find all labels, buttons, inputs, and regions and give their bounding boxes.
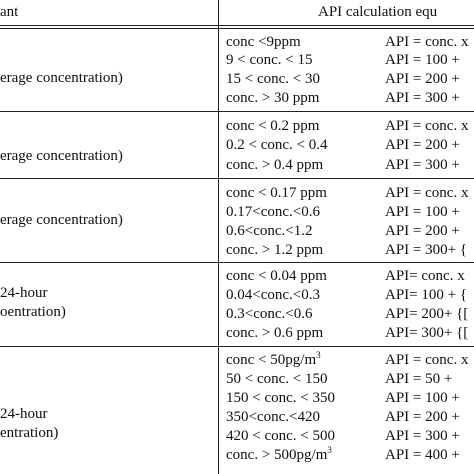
cond-cell: 0.6<conc.<1.2: [226, 223, 313, 239]
api-cell: API = 400 +: [385, 447, 460, 463]
group-label: 24-hour: [0, 406, 48, 422]
api-cell: API= 300+ {[: [385, 325, 469, 341]
cond-cell: 350<conc.<420: [226, 409, 320, 425]
cond-cell: conc. > 1.2 ppm: [226, 242, 324, 258]
cond-text: conc < 50pg/m: [226, 352, 317, 368]
cond-cell: conc < 0.04 ppm: [226, 268, 327, 284]
cond-text: conc. > 500pg/m: [226, 447, 328, 463]
table-rule: [0, 28, 474, 29]
superscript: 3: [327, 445, 332, 455]
cond-cell: conc < 0.2 ppm: [226, 118, 320, 134]
api-cell: API = 300 +: [385, 157, 460, 173]
cond-cell: conc <9ppm: [226, 34, 301, 50]
api-cell: API = 100 +: [385, 390, 460, 406]
cond-cell: 150 < conc. < 350: [226, 390, 335, 406]
api-cell: API = conc. x: [385, 118, 469, 134]
api-cell: API = 200 +: [385, 223, 460, 239]
cond-cell: 0.04<conc.<0.3: [226, 287, 320, 303]
api-cell: API= conc. x: [385, 268, 465, 284]
table-rule: [0, 262, 474, 263]
group-label: erage concentration): [0, 70, 123, 86]
header-pollutant: ant: [0, 4, 19, 20]
api-cell: API = conc. x: [385, 185, 469, 201]
header-api-equation: API calculation equ: [318, 4, 438, 20]
api-cell: API = 100 +: [385, 204, 460, 220]
cond-cell: 0.17<conc.<0.6: [226, 204, 320, 220]
api-cell: API = 200 +: [385, 137, 460, 153]
cond-cell: conc < 0.17 ppm: [226, 185, 327, 201]
cond-cell: conc. > 0.6 ppm: [226, 325, 324, 341]
group-label: erage concentration): [0, 212, 123, 228]
cond-cell: 15 < conc. < 30: [226, 71, 320, 87]
cond-cell: 420 < conc. < 500: [226, 428, 335, 444]
cond-cell: 50 < conc. < 150: [226, 371, 328, 387]
api-cell: API = 200 +: [385, 409, 460, 425]
api-cell: API = conc. x: [385, 352, 469, 368]
group-label: 24-hour: [0, 285, 48, 301]
table-rule: [0, 25, 474, 26]
api-cell: API = 300 +: [385, 428, 460, 444]
table-rule: [0, 178, 474, 179]
api-cell: API = 200 +: [385, 71, 460, 87]
cond-cell: conc. > 0.4 ppm: [226, 157, 324, 173]
api-cell: API= 100 + {: [385, 287, 468, 303]
cond-cell: conc. > 500pg/m3: [226, 445, 332, 464]
table-rule: [0, 111, 474, 112]
api-cell: API = 300+ {: [385, 242, 468, 258]
group-label: oentration): [0, 304, 66, 320]
column-divider: [218, 0, 219, 474]
cond-cell: 9 < conc. < 15: [226, 52, 313, 68]
api-cell: API = 50 +: [385, 371, 453, 387]
table-rule: [0, 346, 474, 347]
superscript: 3: [316, 350, 321, 360]
cond-cell: 0.2 < conc. < 0.4: [226, 137, 328, 153]
group-label: erage concentration): [0, 148, 123, 164]
api-cell: API = conc. x: [385, 34, 469, 50]
group-label: entration): [0, 425, 59, 441]
cond-cell: conc. > 30 ppm: [226, 90, 320, 106]
api-cell: API = 100 +: [385, 52, 460, 68]
cond-cell: conc < 50pg/m3: [226, 350, 321, 369]
cond-cell: 0.3<conc.<0.6: [226, 306, 313, 322]
api-cell: API= 200+ {[: [385, 306, 469, 322]
api-cell: API = 300 +: [385, 90, 460, 106]
